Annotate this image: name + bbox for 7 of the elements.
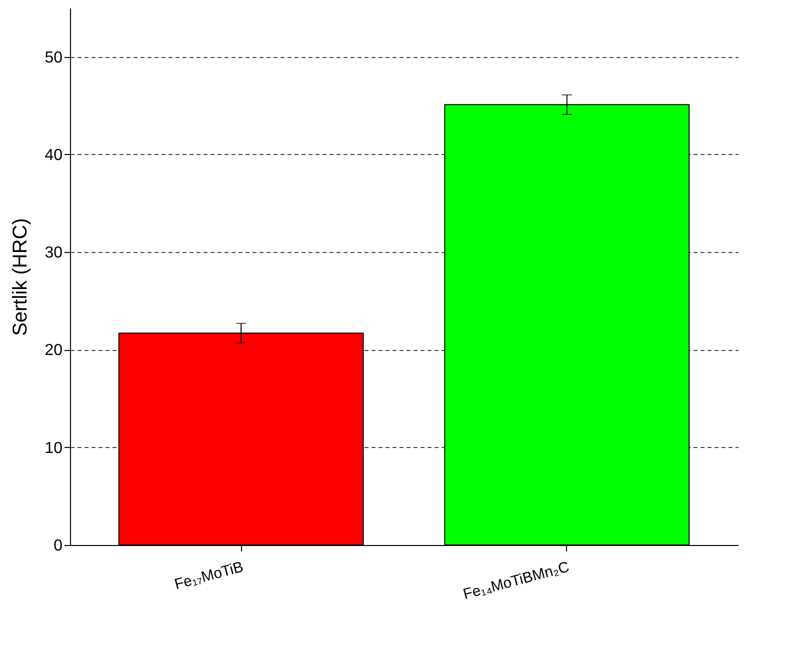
y-tick-label: 0 <box>54 538 63 554</box>
y-tick-label: 20 <box>44 342 63 360</box>
y-axis-title: Sertlik (HRC) <box>10 218 32 336</box>
y-tick-label: 50 <box>44 49 63 66</box>
y-tick-label: 10 <box>44 440 63 457</box>
y-tick-label: 40 <box>44 146 63 164</box>
y-tick-label: 30 <box>44 244 63 262</box>
